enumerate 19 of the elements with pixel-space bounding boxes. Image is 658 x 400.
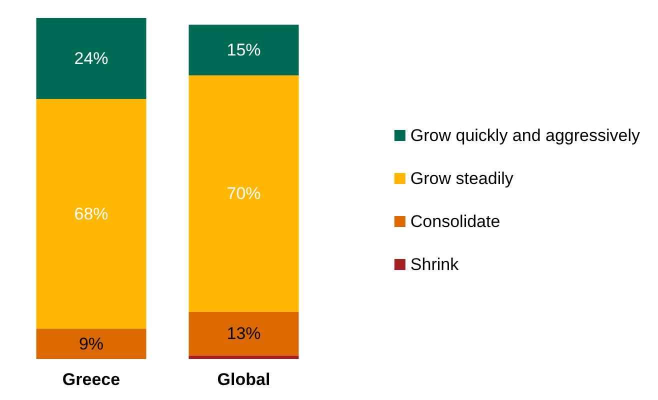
data-label: 24% (74, 49, 108, 68)
legend-label: Grow quickly and aggressively (410, 126, 640, 145)
bar (188, 24, 299, 76)
legend-label: Consolidate (410, 212, 500, 231)
bar (188, 312, 299, 356)
x-tick-label: Greece (62, 370, 120, 389)
data-label: 68% (74, 204, 108, 224)
bar (188, 75, 299, 312)
data-label: 15% (226, 40, 261, 60)
legend-label: Shrink (410, 255, 460, 274)
data-label: 9% (78, 334, 104, 354)
bar (188, 356, 299, 359)
bar (36, 328, 146, 359)
bar (36, 99, 146, 329)
data-label: 70% (226, 184, 261, 204)
bar (36, 18, 146, 100)
data-label: 13% (226, 324, 261, 344)
legend-label: Grow steadily (410, 169, 514, 188)
x-tick-label: Global (217, 370, 270, 389)
